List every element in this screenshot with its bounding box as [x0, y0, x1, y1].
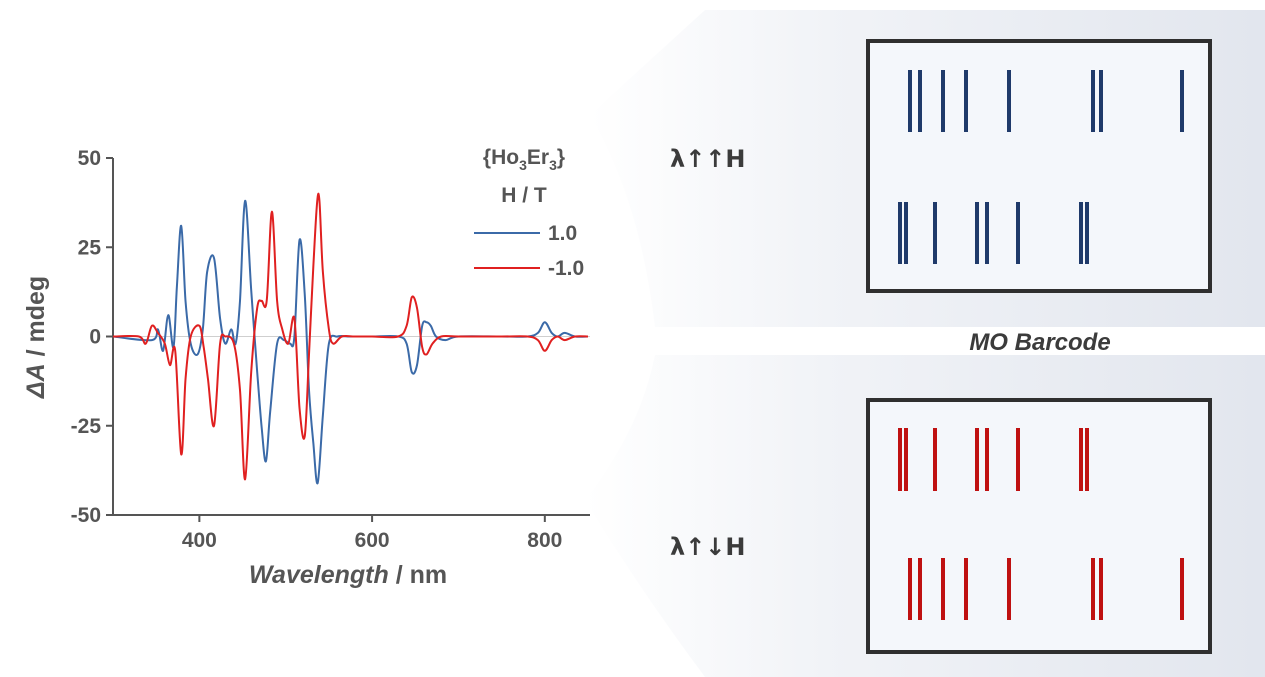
legend-title: {Ho3Er3} — [483, 146, 565, 173]
top-panel-label: λ↑↑H — [670, 145, 746, 173]
y-ticks: 50 25 0 -25 -50 — [71, 147, 113, 527]
legend-label-1: 1.0 — [548, 222, 577, 245]
y-tick-label: -50 — [71, 504, 101, 527]
series-line-2 — [112, 192, 589, 481]
series-lines — [112, 192, 589, 485]
top-barcode-bars — [898, 70, 1184, 264]
x-axis-label-name: Wavelength — [249, 561, 389, 589]
y-tick-label: 50 — [78, 147, 101, 170]
y-axis-label-symbol: ΔA — [22, 363, 50, 399]
y-tick-label: -25 — [71, 415, 102, 438]
x-tick-label: 800 — [527, 529, 562, 552]
x-axis-label-unit: / nm — [389, 561, 447, 589]
spectrum-chart: 50 25 0 -25 -50 400 600 800 Wavelength / nm ΔA… — [22, 146, 590, 589]
x-axis-label: Wavelength / nm — [249, 561, 447, 589]
x-tick-label: 400 — [182, 529, 217, 552]
y-axis-label-unit: / mdeg — [22, 276, 50, 364]
bottom-panel-label: λ↑↓H — [670, 533, 746, 561]
y-tick-label: 25 — [78, 236, 102, 259]
x-ticks: 400 600 800 — [182, 515, 562, 552]
y-axis-label: ΔA / mdeg — [22, 276, 50, 399]
y-tick-label: 0 — [89, 326, 101, 349]
bottom-barcode-bars — [898, 428, 1184, 620]
x-tick-label: 600 — [355, 529, 390, 552]
series-line-1 — [112, 199, 589, 485]
top-barcode-box — [866, 39, 1212, 293]
legend-subtitle: H / T — [501, 184, 547, 207]
barcode-caption: MO Barcode — [969, 329, 1110, 356]
legend-label-2: -1.0 — [548, 257, 584, 280]
bottom-barcode-box — [866, 398, 1212, 654]
legend: {Ho3Er3} H / T 1.0 -1.0 — [474, 146, 584, 280]
